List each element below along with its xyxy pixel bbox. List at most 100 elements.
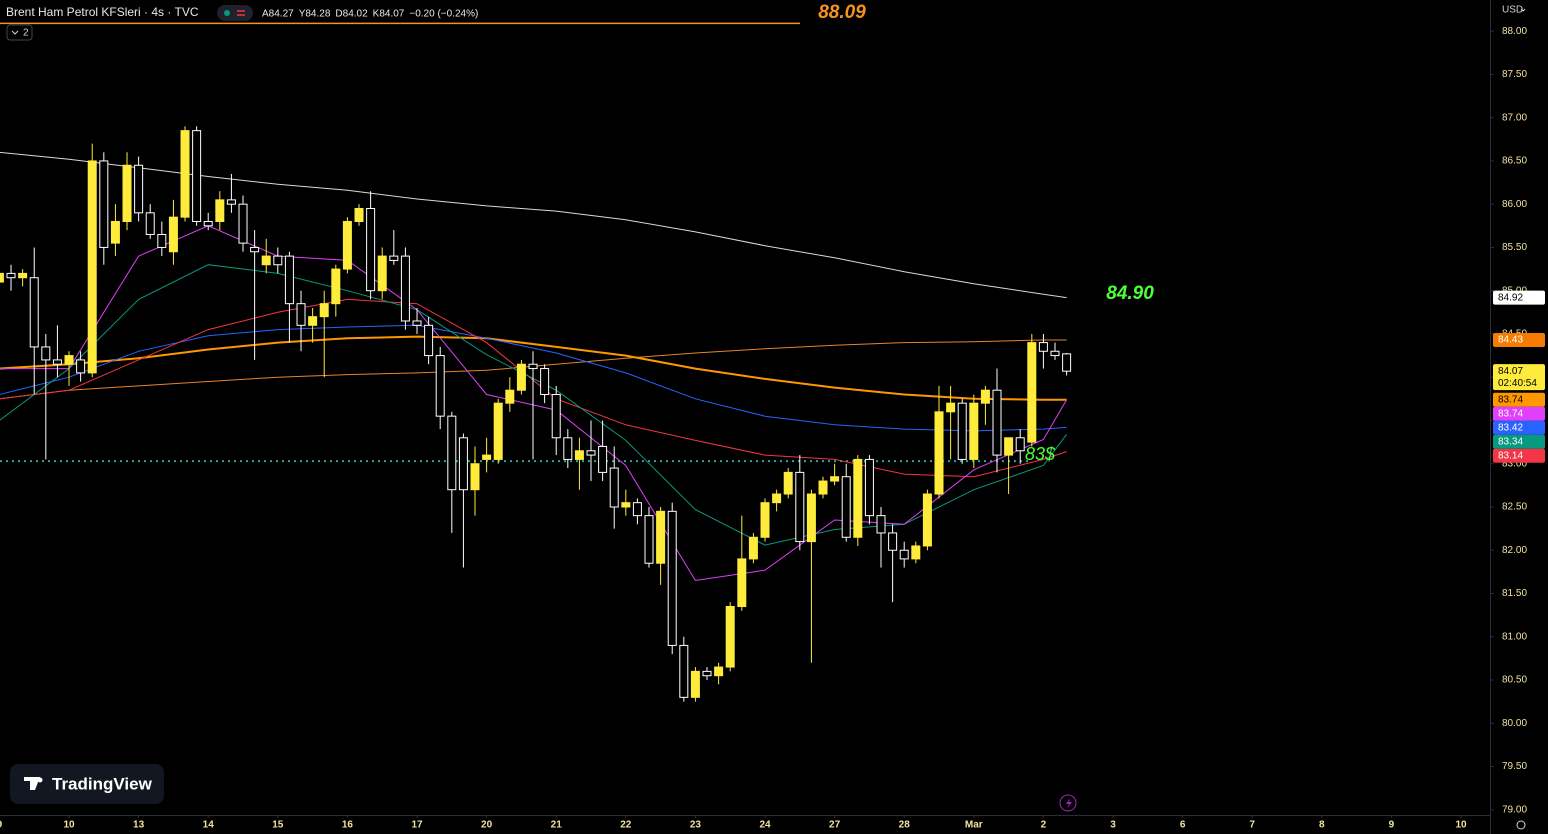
price-tag-label: 83.74 [1498,408,1523,419]
candle-body [1050,350,1060,357]
candle-body [783,471,793,495]
events-icon[interactable] [1059,794,1077,812]
candle-body [18,272,28,279]
moving-average [0,324,1067,432]
status-icon [237,10,245,16]
candle-body [87,160,97,374]
candle-body [795,471,805,543]
candle-body [424,324,434,357]
candle-body [319,303,329,318]
price-tag-label: 83.14 [1498,450,1523,461]
y-tick-label: 81.00 [1502,631,1527,642]
price-tag [1493,406,1545,421]
candle-body [772,493,782,504]
candle-body [818,480,828,495]
candle-body [980,389,990,404]
x-tick-label: 24 [759,820,771,831]
price-tag [1493,290,1545,305]
price-tag-label: 84.92 [1498,292,1523,303]
candle-body [598,445,608,473]
candle-body [830,476,840,482]
x-tick-label: 8 [1319,820,1325,831]
candle-body [957,402,967,460]
moving-average [0,335,1067,401]
price-tag-label: 84.43 [1498,335,1523,346]
candle-body [667,510,677,646]
x-tick-label: 9 [1389,820,1395,831]
y-tick-label: 85.50 [1502,242,1527,253]
candle-body [551,394,561,439]
candle-body [29,277,39,348]
price-tag [1493,364,1545,391]
candle-body [888,532,898,551]
candle-body [308,316,318,326]
moving-average [0,339,1067,400]
candle-body [748,536,758,560]
candle-body [911,545,921,560]
candle-body [1027,342,1037,443]
status-pill[interactable] [217,5,253,21]
logo-badge[interactable] [10,764,164,804]
candle-body [969,402,979,460]
candle-body [1015,437,1025,452]
x-tick-label: 7 [1249,820,1255,831]
symbol-title[interactable]: Brent Ham Petrol KFSleri · 4s · TVC [6,5,199,19]
collapse-button[interactable] [6,24,33,41]
price-tag-label: 84.07 [1498,366,1523,377]
candle-body [841,476,851,538]
candle-body [435,355,445,417]
candle-body [563,437,573,460]
price-tag-label: 83.42 [1498,422,1523,433]
x-tick-label: 10 [1455,820,1467,831]
candle-body [458,437,468,491]
price-countdown: 02:40:54 [1498,378,1537,389]
candle-body [215,199,225,222]
candle-body [632,502,642,517]
candle-body [702,670,712,677]
candle-body [238,203,248,244]
candle-body [656,510,666,564]
candle-body [922,493,932,547]
settings-icon[interactable] [1516,820,1526,830]
y-tick-label: 88.00 [1502,26,1527,37]
candle-body [609,467,619,508]
candle-body [226,199,236,205]
candle-body [250,246,260,253]
candle-body [586,450,596,456]
price-tag [1493,392,1545,407]
candle-body [1038,342,1048,352]
candle-body [203,220,213,227]
candle-body [1062,353,1072,372]
y-tick-label: 79.00 [1502,804,1527,815]
ohlc-value: A84.27 [262,9,294,20]
candle-body [76,359,86,374]
ohlc-value: Y84.28 [299,9,331,20]
price-tag [1493,333,1545,348]
collapse-count[interactable]: 2 [23,28,29,39]
candle-body [99,160,109,248]
logo-text[interactable]: TradingView [52,774,153,793]
candle-body [690,670,700,698]
candle-body [134,164,144,214]
candle-body [853,458,863,538]
candle-body [354,208,364,222]
y-tick-label: 82.50 [1502,502,1527,513]
candle-body [1004,437,1014,456]
market-status-dot [224,10,230,16]
y-tick-label: 79.50 [1502,761,1527,772]
candle-body [366,208,376,292]
price-tag-label: 83.74 [1498,394,1523,405]
y-tick-label: 86.50 [1502,156,1527,167]
candle-body [540,368,550,396]
candle-body [482,454,492,460]
x-tick-label: 6 [1180,820,1186,831]
ohlc-value: −0.20 (−0.24%) [409,9,478,20]
x-tick-label: 2 [1041,820,1047,831]
candle-body [574,450,584,460]
candle-body [528,363,538,370]
currency[interactable]: USD [1502,5,1523,16]
price-tag [1493,434,1545,449]
y-tick-label: 82.00 [1502,545,1527,556]
ohlc-value: K84.07 [373,9,405,20]
